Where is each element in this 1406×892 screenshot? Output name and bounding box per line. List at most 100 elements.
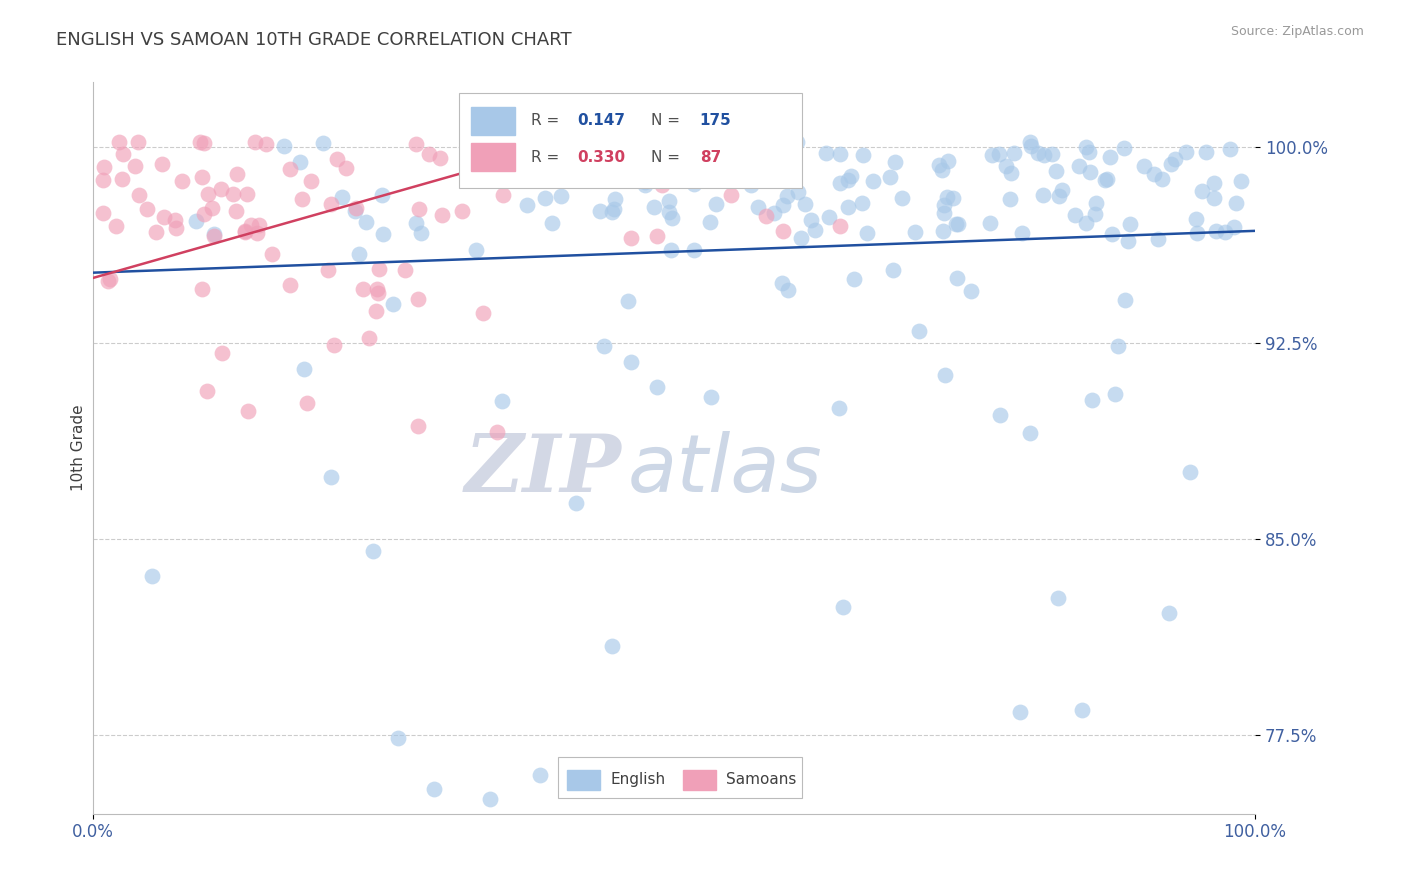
Point (98, 271, 121, 285)
FancyBboxPatch shape (558, 757, 801, 797)
Point (981, 148, 1004, 162)
Point (202, 229, 225, 244)
Point (464, 146, 486, 161)
FancyBboxPatch shape (471, 107, 515, 135)
Point (111, 172, 134, 186)
Point (1084, 195, 1107, 210)
Point (688, 150, 710, 164)
Point (620, 231, 643, 245)
Point (111, 147, 134, 161)
Point (740, 178, 762, 192)
Point (550, 188, 572, 202)
Point (344, 201, 367, 215)
Point (418, 147, 440, 161)
Point (534, 191, 557, 205)
Point (361, 544, 384, 558)
FancyBboxPatch shape (567, 770, 600, 790)
Point (343, 204, 366, 219)
Point (1019, 135, 1042, 149)
Point (904, 225, 927, 239)
Point (647, 229, 669, 244)
Point (1081, 392, 1104, 407)
Point (581, 144, 603, 158)
Point (658, 204, 681, 219)
Point (291, 192, 314, 206)
Point (233, 225, 256, 239)
Point (928, 158, 950, 172)
Point (172, 173, 194, 187)
Point (1074, 216, 1097, 230)
Point (988, 408, 1011, 422)
Point (945, 217, 967, 231)
Point (839, 169, 862, 184)
Point (150, 157, 173, 171)
Point (994, 159, 1017, 173)
Point (1195, 145, 1218, 159)
Point (1164, 152, 1187, 166)
Point (620, 355, 643, 369)
Text: N =: N = (651, 113, 681, 128)
Point (186, 213, 208, 227)
Point (278, 162, 301, 177)
Point (222, 186, 245, 201)
Point (290, 155, 312, 169)
Text: Samoans: Samoans (727, 772, 797, 787)
Point (673, 135, 696, 149)
Point (330, 190, 353, 204)
Point (779, 153, 801, 167)
Point (699, 215, 721, 229)
Point (1000, 192, 1022, 206)
Point (1133, 159, 1156, 173)
Text: ENGLISH VS SAMOAN 10TH GRADE CORRELATION CHART: ENGLISH VS SAMOAN 10TH GRADE CORRELATION… (56, 31, 572, 49)
Point (352, 282, 374, 296)
Point (1045, 164, 1067, 178)
Point (457, 139, 479, 153)
Point (319, 469, 342, 483)
Point (683, 244, 706, 258)
Point (1150, 171, 1173, 186)
Point (671, 135, 693, 149)
Point (91, 205, 114, 219)
Point (643, 200, 665, 214)
Point (755, 172, 778, 186)
Point (128, 188, 150, 202)
Text: 87: 87 (700, 150, 721, 165)
Point (1076, 140, 1098, 154)
Point (366, 304, 388, 318)
Point (485, 425, 508, 439)
Point (163, 213, 186, 227)
Point (603, 192, 626, 206)
Point (946, 217, 969, 231)
Point (800, 212, 823, 227)
Point (294, 361, 316, 376)
Point (908, 324, 931, 338)
Point (1078, 165, 1101, 179)
Text: Source: ZipAtlas.com: Source: ZipAtlas.com (1230, 25, 1364, 38)
Point (842, 271, 865, 285)
Point (931, 162, 953, 177)
Point (1040, 146, 1063, 161)
Point (786, 185, 808, 199)
Point (429, 152, 451, 166)
Point (408, 202, 430, 216)
Point (747, 200, 769, 214)
Point (572, 163, 595, 178)
Point (659, 243, 682, 257)
Point (245, 135, 267, 149)
Point (942, 191, 965, 205)
Point (645, 380, 668, 394)
Point (979, 216, 1001, 230)
Point (1230, 174, 1253, 188)
FancyBboxPatch shape (471, 144, 515, 171)
Point (616, 294, 638, 309)
Point (1205, 224, 1227, 238)
Point (347, 247, 370, 261)
Point (475, 153, 498, 167)
Point (211, 346, 233, 360)
Point (755, 209, 778, 223)
Point (145, 225, 167, 239)
Point (1032, 188, 1054, 202)
Point (254, 137, 277, 152)
Point (804, 223, 827, 237)
Text: 0.147: 0.147 (578, 113, 626, 128)
